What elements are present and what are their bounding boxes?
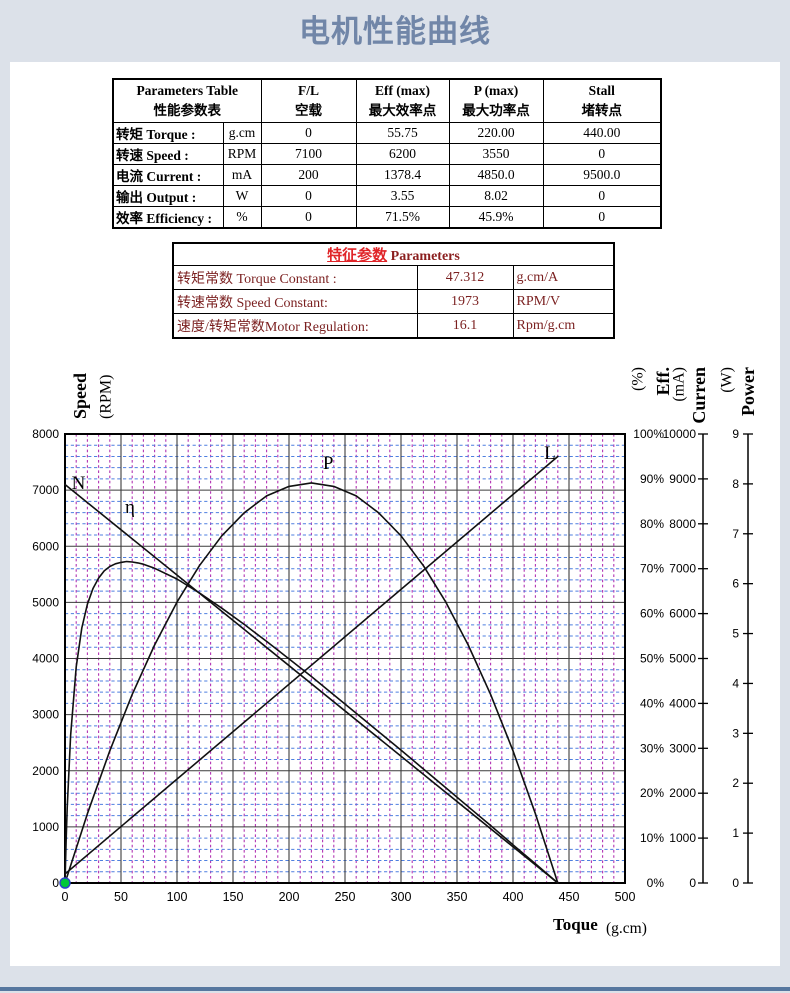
row-label-cell: 转速常数 Speed Constant: [172,289,418,314]
value-cell: 0 [260,122,357,144]
value-cell: 3550 [448,143,544,165]
table-row: 转速 Speed : RPM 7100 6200 3550 0 [112,143,662,165]
row-label-cell: 转速 Speed : [112,143,224,165]
header-row: Parameters Table 性能参数表 F/L 空载 Eff (max) 最大效率点… [112,78,662,123]
value-cell: 0 [260,206,357,229]
value-cell: 71.5% [355,206,450,229]
table-row: 效率 Efficiency :% 0 71.5% 45.9% 0 [112,206,662,229]
table-row: 输出 Output : W 0 3.55 8.02 0 [112,185,662,207]
value-cell: 6200 [355,143,450,165]
value-cell: 0 [260,185,357,207]
table-row: 电流 Current : mA 200 1378.4 4850.0 9500.0 [112,164,662,186]
bottom-divider [0,987,790,991]
value-cell: 4850.0 [448,164,544,186]
unit-cell: g.cm [222,122,262,144]
header-line-cn: 空载 [295,103,322,118]
row-label-cell: 速度/转矩常数Motor Regulation: [172,313,418,339]
table-row: 转矩常数 Torque Constant :47.312 g.cm/A [172,265,615,290]
value-cell: 47.312 [416,265,514,290]
header-line-cn: 最大功率点 [462,103,530,118]
performance-table: Parameters Table 性能参数表 F/L 空载 Eff (max) 最大效率点… [112,78,662,229]
value-cell: 1973 [416,289,514,314]
value-cell: 45.9% [448,206,544,229]
value-cell: 220.00 [448,122,544,144]
header-row: 特征参数 Parameters [172,242,615,266]
table-header-cell: Eff (max) 最大效率点 [355,78,450,123]
table-row: 速度/转矩常数Motor Regulation: 16.1 Rpm/g.cm [172,313,615,339]
value-cell: 200 [260,164,357,186]
value-cell: 0 [542,206,662,229]
value-cell: 9500.0 [542,164,662,186]
value-cell: 3.55 [355,185,450,207]
value-cell: 55.75 [355,122,450,144]
header-line-en: Parameters Table [136,83,239,98]
table-row: 转矩 Torque : g.cm 0 55.75 220.00 440.00 [112,122,662,144]
value-cell: 0 [542,185,662,207]
header-line-en: Eff (max) [374,83,431,98]
value-cell: 7100 [260,143,357,165]
row-label-cell: 效率 Efficiency : [112,206,224,229]
table-header-cell: P (max) 最大功率点 [448,78,544,123]
unit-cell: Rpm/g.cm [512,313,615,339]
value-cell: 8.02 [448,185,544,207]
header-line-cn: 堵转点 [581,103,623,118]
characteristics-title-en: Parameters [387,249,460,264]
row-label-cell: 输出 Output : [112,185,224,207]
header-line-en: F/L [297,83,319,98]
header-line-cn: 性能参数表 [153,103,222,118]
table-header-cell: Stall 堵转点 [542,78,662,123]
value-cell: 1378.4 [355,164,450,186]
unit-cell: RPM/V [512,289,615,314]
row-label-cell: 电流 Current : [112,164,224,186]
row-label-cell: 转矩 Torque : [112,122,224,144]
characteristics-title-cn: 特征参数 [327,248,388,264]
unit-cell: W [222,185,262,207]
row-label-cell: 转矩常数 Torque Constant : [172,265,418,290]
header-line-cn: 最大效率点 [368,103,437,118]
table-header-cell: Parameters Table 性能参数表 [112,78,262,123]
header-line-en: Stall [588,83,615,98]
unit-cell: % [222,206,262,229]
value-cell: 0 [542,143,662,165]
page-title: 电机性能曲线 [299,14,491,49]
unit-cell: g.cm/A [512,265,615,290]
characteristics-table: 特征参数 Parameters 转矩常数 Torque Constant :47.… [172,242,615,339]
value-cell: 440.00 [542,122,662,144]
table-row: 转速常数 Speed Constant: 1973 RPM/V [172,289,615,314]
unit-cell: RPM [222,143,262,165]
table-header-cell: F/L 空载 [260,78,357,123]
table-header-cell: 特征参数 Parameters [172,242,615,266]
unit-cell: mA [222,164,262,186]
header-line-en: P (max) [473,83,519,98]
value-cell: 16.1 [416,313,514,339]
